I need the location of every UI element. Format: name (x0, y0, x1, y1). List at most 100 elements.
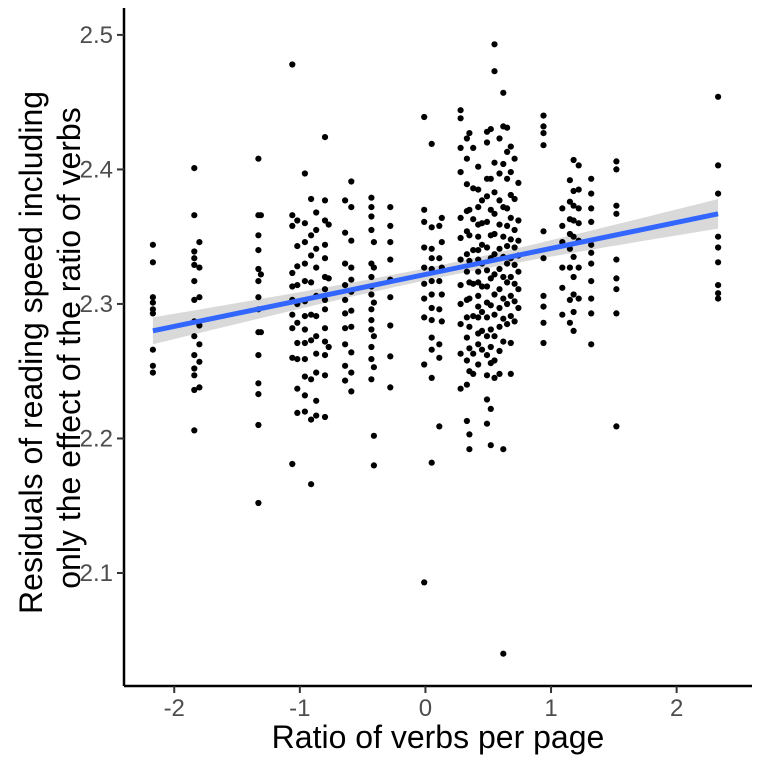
x-tick-label: 0 (419, 695, 432, 722)
y-tick-label: 2.2 (80, 425, 113, 452)
data-point (566, 319, 574, 326)
data-point (463, 357, 470, 364)
data-point (575, 162, 582, 169)
data-point (478, 220, 486, 227)
data-point (370, 299, 377, 306)
data-point (368, 226, 375, 234)
data-point (387, 256, 394, 263)
data-point (475, 186, 482, 193)
data-point (313, 209, 320, 216)
data-point (321, 338, 329, 345)
data-point (438, 318, 445, 325)
data-point (478, 283, 486, 290)
data-point (475, 279, 482, 286)
data-point (308, 195, 315, 203)
data-point (491, 271, 498, 278)
data-point (491, 311, 498, 318)
data-point (470, 370, 477, 377)
data-point (491, 374, 498, 381)
data-point (500, 446, 507, 453)
data-point (342, 296, 349, 303)
data-point (500, 273, 507, 281)
data-point (196, 264, 203, 271)
data-point (487, 302, 494, 309)
data-point (457, 300, 464, 308)
data-point (255, 421, 262, 429)
data-point (613, 166, 620, 173)
data-point (368, 356, 375, 363)
data-point (368, 204, 375, 211)
data-point (507, 313, 514, 320)
data-point (255, 352, 262, 359)
data-point (515, 304, 522, 312)
data-point (515, 217, 522, 224)
data-point (491, 333, 498, 340)
x-tick-label: -1 (289, 695, 310, 722)
y-tick-label: 2.1 (80, 560, 113, 587)
data-point (191, 386, 198, 394)
data-point (496, 370, 503, 377)
data-point (421, 113, 428, 121)
data-point (588, 175, 595, 182)
data-point (348, 204, 355, 211)
data-point (313, 226, 320, 234)
data-point (463, 251, 470, 258)
data-point (313, 264, 320, 271)
data-point (515, 268, 522, 275)
data-point (325, 221, 332, 228)
data-point (301, 313, 308, 320)
data-point (570, 291, 577, 298)
data-point (483, 396, 491, 403)
data-point (540, 123, 547, 130)
data-point (613, 158, 620, 165)
data-point (368, 317, 375, 324)
data-point (255, 155, 262, 162)
data-point (257, 271, 264, 278)
data-point (475, 292, 482, 299)
data-point (515, 179, 522, 186)
data-point (507, 191, 514, 199)
data-point (342, 310, 349, 317)
y-axis-title-line-2: only the effect of the ratio of verbs (51, 107, 87, 588)
data-point (191, 261, 198, 268)
data-point (294, 356, 301, 363)
data-point (483, 139, 491, 146)
data-point (575, 295, 582, 302)
data-point (470, 247, 477, 254)
data-point (342, 362, 349, 369)
data-point (575, 205, 582, 212)
data-point (387, 239, 394, 246)
data-point (421, 218, 428, 225)
data-point (457, 321, 464, 328)
data-point (301, 170, 308, 177)
data-point (294, 339, 301, 347)
data-point (483, 372, 491, 379)
data-point (588, 205, 595, 212)
data-point (613, 423, 620, 430)
data-point (491, 251, 498, 258)
data-point (301, 220, 308, 227)
data-point (370, 364, 377, 371)
data-point (507, 292, 514, 299)
x-tick-label: -2 (164, 695, 185, 722)
data-point (466, 130, 473, 137)
data-point (421, 206, 428, 213)
data-point (478, 197, 486, 204)
data-point (588, 260, 595, 267)
data-point (301, 356, 308, 363)
data-point (289, 269, 296, 277)
data-point (348, 349, 355, 356)
data-point (511, 155, 518, 162)
data-point (500, 89, 507, 96)
data-point (470, 144, 477, 151)
data-point (575, 186, 582, 193)
data-point (436, 255, 443, 262)
data-point (191, 165, 198, 172)
data-point (313, 245, 320, 252)
data-point (504, 124, 511, 131)
data-point (342, 377, 349, 384)
data-point (149, 299, 156, 306)
data-point (191, 255, 198, 262)
data-point (540, 339, 547, 347)
data-point (613, 275, 620, 282)
